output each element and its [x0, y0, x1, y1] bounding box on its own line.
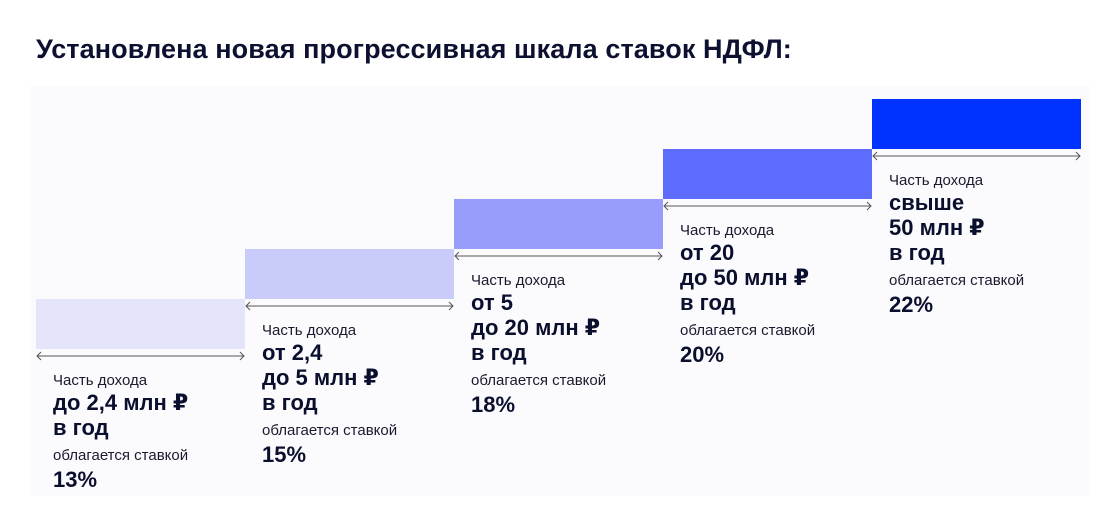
income-range-line: до 50 млн ₽	[680, 265, 810, 290]
tax-rate-value: 15%	[262, 442, 307, 467]
income-range-line: до 20 млн ₽	[471, 315, 601, 340]
income-range-line: в год	[53, 415, 109, 440]
taxed-at-label: облагается ставкой	[889, 272, 1025, 289]
step-info-5: Часть дохода свыше 50 млн ₽ в год облагается…	[889, 172, 1024, 317]
taxed-at-label: облагается ставкой	[53, 447, 189, 464]
income-range-line: свыше	[889, 190, 965, 215]
tax-rate-value: 18%	[471, 392, 516, 417]
tax-scale-panel	[30, 86, 1090, 496]
income-range-line: в год	[471, 340, 527, 365]
income-part-label: Часть дохода	[471, 272, 566, 289]
tax-rate-value: 22%	[889, 292, 934, 317]
income-part-label: Часть дохода	[889, 172, 984, 189]
page-title: Установлена новая прогрессивная шкала ст…	[36, 34, 792, 64]
income-range-line: в год	[889, 240, 945, 265]
range-arrow-2	[245, 301, 454, 311]
taxed-at-label: облагается ставкой	[471, 372, 607, 389]
income-range-line: в год	[262, 390, 318, 415]
step-bar-5	[872, 99, 1081, 149]
income-range-line: 50 млн ₽	[889, 215, 985, 240]
step-bar-1	[36, 299, 245, 349]
income-range-line: до 2,4 млн ₽	[53, 390, 189, 415]
income-part-label: Часть дохода	[262, 322, 357, 339]
step-bar-4	[663, 149, 872, 199]
income-range-line: до 5 млн ₽	[262, 365, 379, 390]
income-part-label: Часть дохода	[680, 222, 775, 239]
range-arrow-1	[36, 351, 245, 361]
income-range-line: от 5	[471, 290, 514, 315]
range-arrow-4	[663, 201, 872, 211]
step-info-1: Часть дохода до 2,4 млн ₽ в год облагается …	[53, 372, 188, 492]
range-arrow-3	[454, 251, 663, 261]
tax-rate-value: 13%	[53, 467, 98, 492]
income-range-line: от 2,4	[262, 340, 323, 365]
income-range-line: от 20	[680, 240, 735, 265]
income-part-label: Часть дохода	[53, 372, 148, 389]
step-bar-3	[454, 199, 663, 249]
taxed-at-label: облагается ставкой	[680, 322, 816, 339]
step-bar-2	[245, 249, 454, 299]
range-arrow-5	[872, 151, 1081, 161]
step-info-4: Часть дохода от 20 до 50 млн ₽ в год облагае…	[680, 222, 815, 367]
step-info-3: Часть дохода от 5 до 20 млн ₽ в год облагает…	[471, 272, 606, 417]
income-range-line: в год	[680, 290, 736, 315]
taxed-at-label: облагается ставкой	[262, 422, 398, 439]
step-info-2: Часть дохода от 2,4 до 5 млн ₽ в год облагае…	[262, 322, 397, 467]
tax-rate-value: 20%	[680, 342, 725, 367]
